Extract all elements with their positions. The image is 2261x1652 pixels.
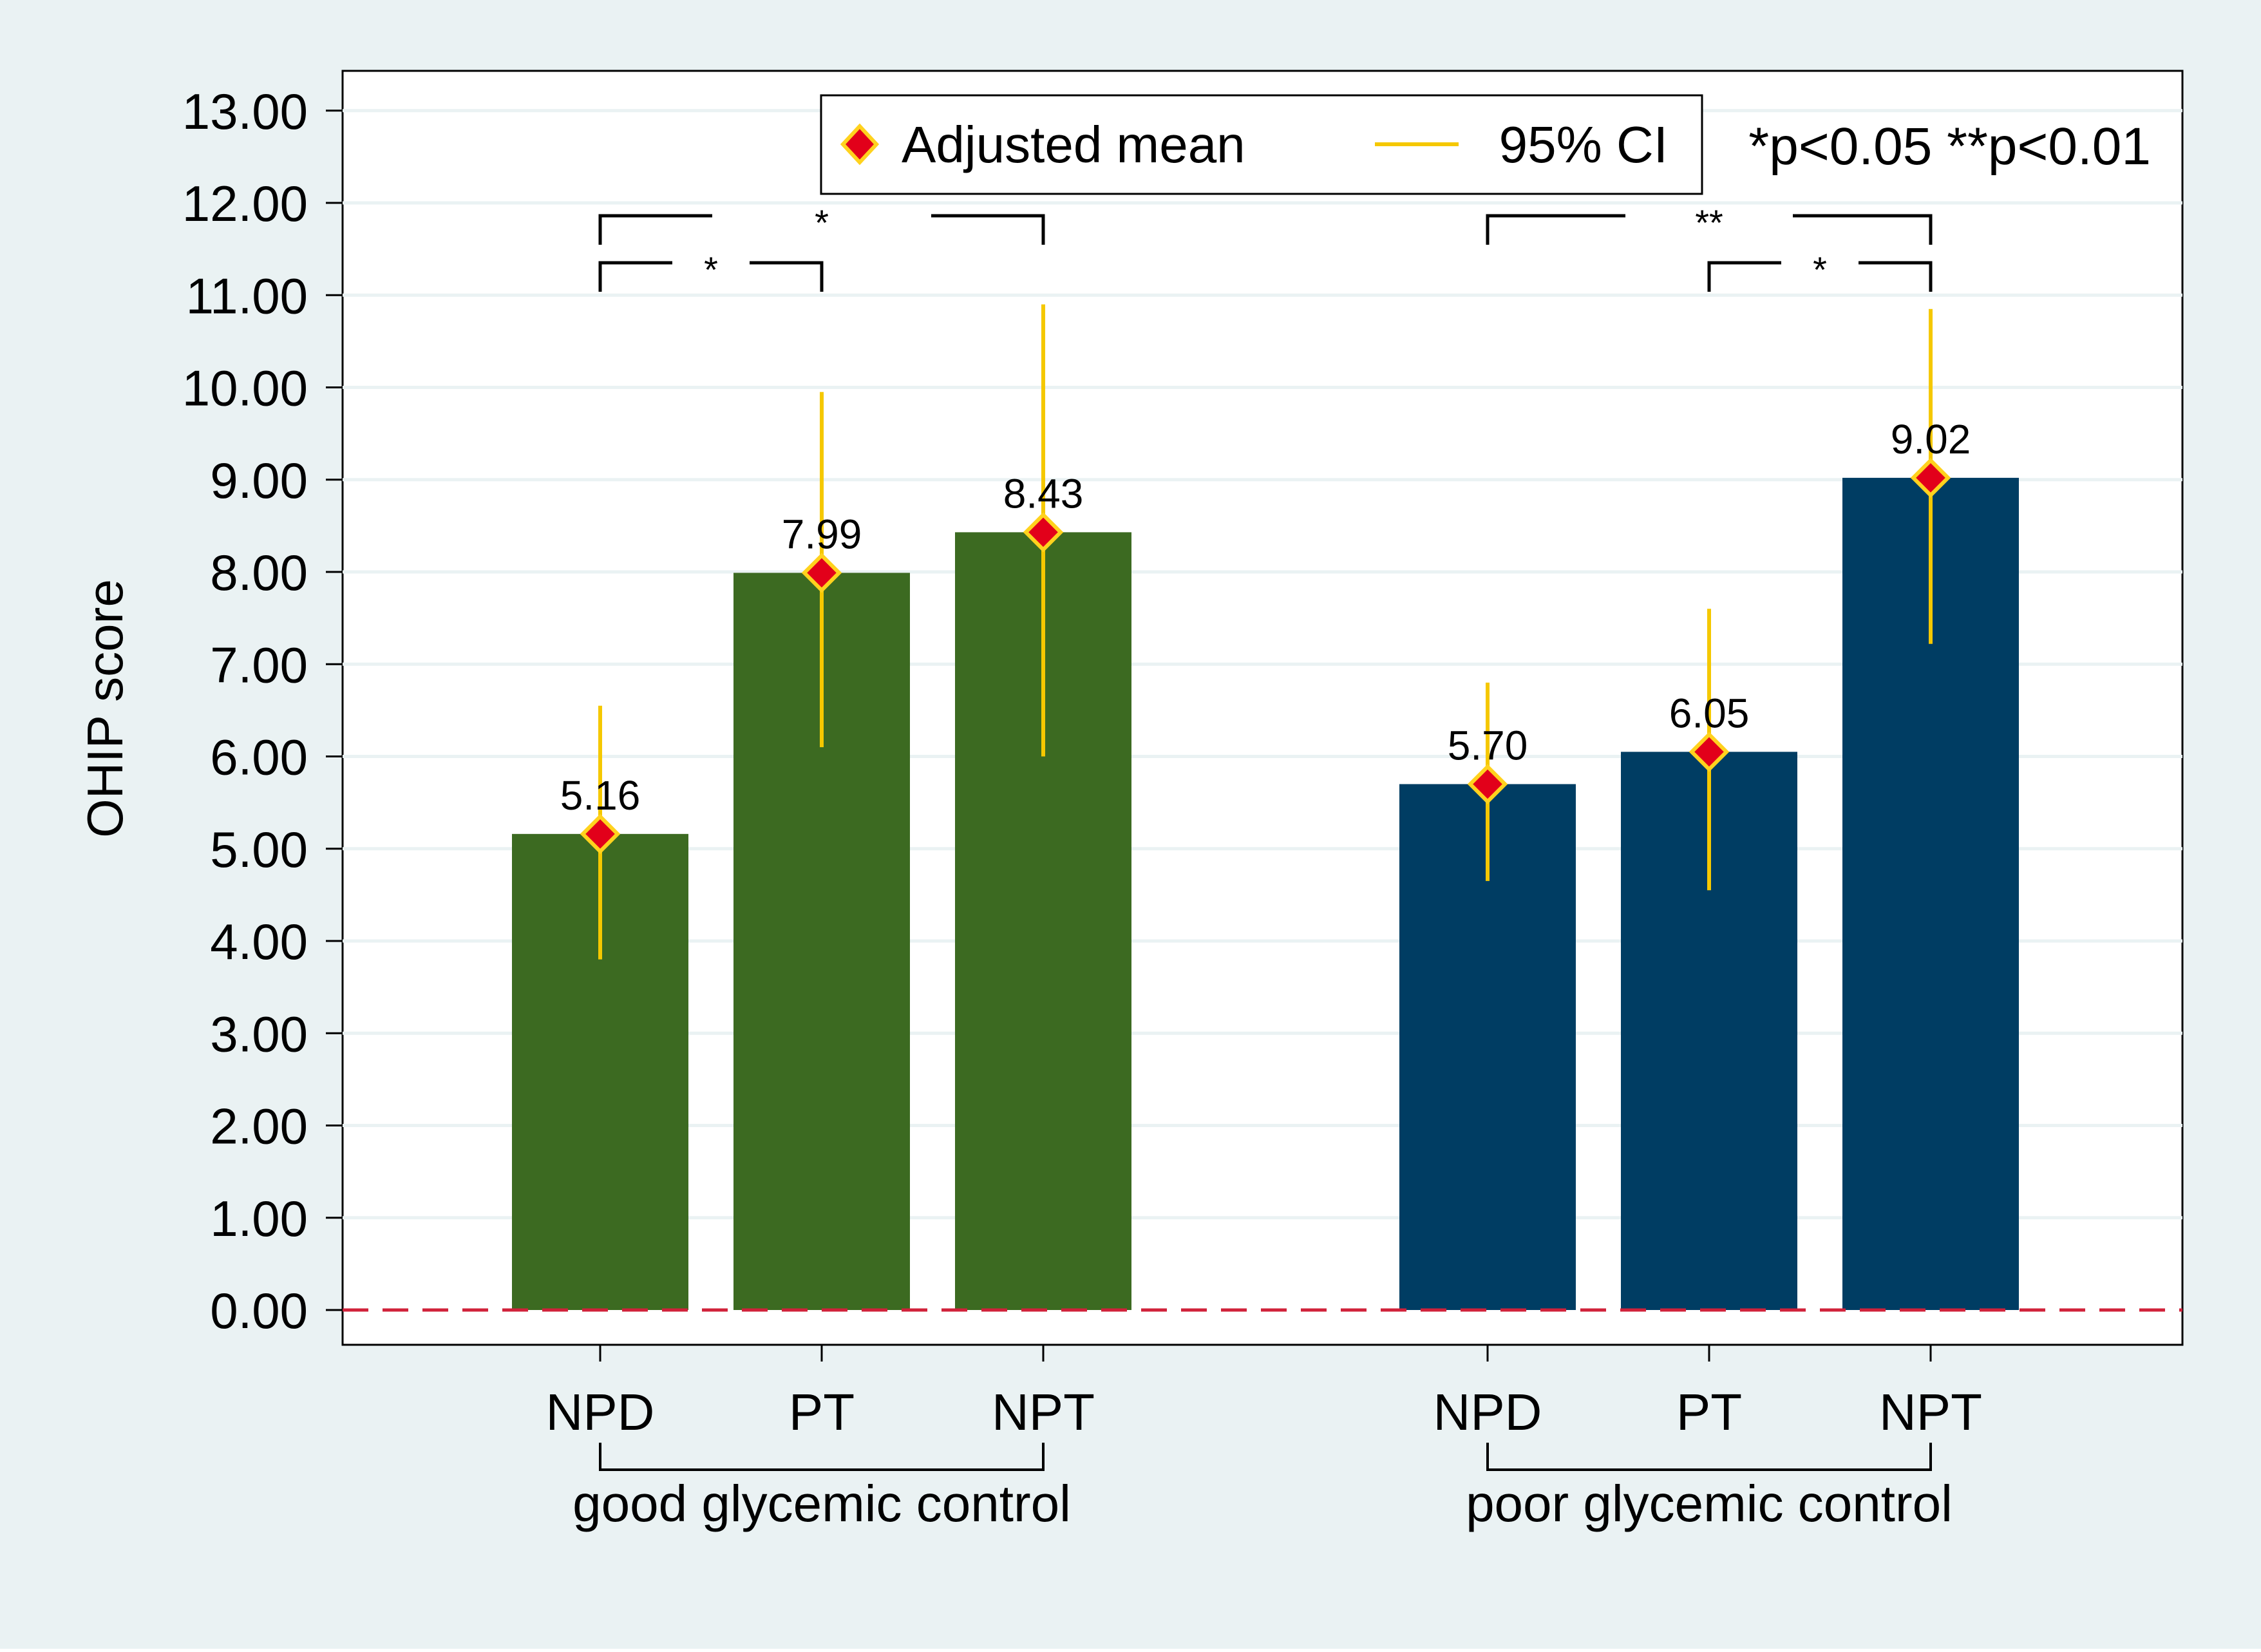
y-tick-label: 4.00 [210,913,308,970]
bracket-right-segment [750,261,824,292]
value-label: 5.16 [560,772,641,819]
legend-ci-label: 95% CI [1499,116,1668,173]
value-label: 7.99 [782,511,862,557]
x-axis: NPD PT NPT good glycemic control NPD PT NPT poo… [546,1345,1982,1532]
value-label: 9.02 [1891,416,1971,462]
y-axis-title: OHIP score [77,579,133,838]
x-tick-label: PT [1676,1383,1742,1441]
mean-marker [1023,512,1064,553]
group-bracket [1486,1443,1932,1471]
y-tick-label: 1.00 [210,1190,308,1247]
bracket-right-segment [1859,261,1933,292]
significance-note: *p<0.05 **p<0.01 [1748,117,2151,176]
legend-mean-label: Adjusted mean [902,116,1245,173]
y-tick-label: 12.00 [182,175,308,232]
y-tick-label: 8.00 [210,544,308,601]
bracket-right-segment [1793,214,1933,245]
x-tick-label: NPT [1879,1383,1982,1441]
bracket-significance-label: * [815,202,829,243]
y-tick-label: 7.00 [210,636,308,693]
group-bracket [599,1443,1045,1471]
y-tick-label: 0.00 [210,1282,308,1339]
legend-diamond-marker [840,123,880,166]
bracket-significance-label: * [1813,249,1827,290]
bracket-significance-label: * [704,249,718,290]
bracket-left-segment [598,214,712,245]
x-tick-label: NPD [1433,1383,1542,1441]
mean-marker [1689,732,1730,772]
mean-marker [1910,457,1951,498]
significance-brackets: ***** [598,202,1933,292]
bracket-significance-label: ** [1695,202,1723,243]
mean-markers [580,457,1951,855]
y-tick-label: 10.00 [182,360,308,417]
value-label: 6.05 [1669,690,1750,736]
mean-marker [580,813,621,855]
value-label: 5.70 [1448,722,1528,768]
legend: Adjusted mean 95% CI [820,94,1703,195]
y-tick-label: 11.00 [186,267,308,324]
bracket-left-segment [598,261,672,292]
y-tick-label: 5.00 [210,821,308,878]
y-tick-label: 6.00 [210,729,308,786]
y-tick-label: 9.00 [210,452,308,509]
y-tick-label: 13.00 [182,83,308,140]
x-tick-label: PT [789,1383,855,1441]
x-tick-label: NPT [992,1383,1095,1441]
mean-marker [1467,764,1508,804]
value-labels: 5.16 7.99 8.43 5.70 6.05 9.02 [560,416,1971,819]
group-label: good glycemic control [572,1475,1071,1532]
y-tick-label: 3.00 [210,1005,308,1062]
bracket-right-segment [931,214,1045,245]
y-axis: 0.00 1.00 2.00 3.00 4.00 5.00 6.00 7.00 8.00 9.00… [182,83,343,1339]
bracket-left-segment [1707,261,1781,292]
group-label: poor glycemic control [1466,1475,1953,1532]
x-tick-label: NPD [546,1383,655,1441]
mean-marker [801,553,842,593]
y-tick-label: 2.00 [210,1098,308,1155]
bracket-left-segment [1486,214,1625,245]
legend-box [820,94,1703,195]
value-label: 8.43 [1003,470,1084,517]
